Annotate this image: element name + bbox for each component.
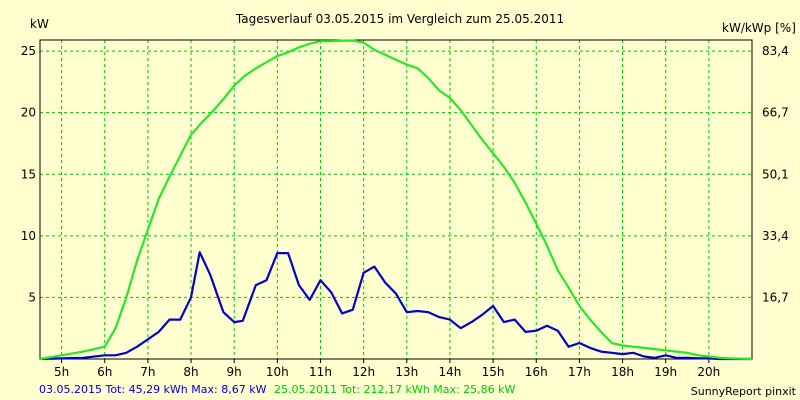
x-tick-label: 11h — [309, 365, 332, 379]
footer-legend: 03.05.2015 Tot: 45,29 kWh Max: 8,67 kW 2… — [39, 383, 516, 396]
x-tick-label: 19h — [654, 365, 677, 379]
chart-title: Tagesverlauf 03.05.2015 im Vergleich zum… — [235, 12, 564, 26]
y-tick-label: 20 — [21, 106, 36, 120]
x-tick-label: 10h — [266, 365, 289, 379]
x-tick-label: 15h — [482, 365, 505, 379]
x-tick-label: 20h — [697, 365, 720, 379]
credit-text: SunnyReport pinxit — [691, 385, 797, 398]
grid-lines — [40, 40, 752, 359]
x-tick-label: 18h — [611, 365, 634, 379]
x-tick-label: 13h — [395, 365, 418, 379]
x-tick-label: 12h — [352, 365, 375, 379]
plot-frame — [39, 39, 753, 363]
tick-labels: 5h 6h 7h 8h 9h 10h 11h 12h 13h 14h 15h 16h 17h 18h 19h… — [21, 44, 789, 379]
y2-tick-label: 16,7 — [762, 290, 789, 304]
series-line-2015 — [39, 251, 752, 361]
y2-tick-label: 83,4 — [762, 44, 789, 58]
series-lines — [39, 39, 753, 361]
y2-tick-label: 50,1 — [762, 167, 789, 181]
x-tick-label: 14h — [439, 365, 462, 379]
x-tick-label: 6h — [97, 365, 112, 379]
y-axis-left-label: kW — [30, 17, 49, 31]
x-tick-label: 5h — [54, 365, 69, 379]
x-tick-label: 16h — [525, 365, 548, 379]
series-line-2011 — [39, 39, 753, 361]
x-tick-label: 7h — [140, 365, 155, 379]
legend-green-series: 25.05.2011 Tot: 212,17 kWh Max: 25,86 kW — [274, 383, 516, 396]
legend-blue-series: 03.05.2015 Tot: 45,29 kWh Max: 8,67 kW — [39, 383, 267, 396]
y-tick-label: 5 — [28, 290, 36, 304]
x-tick-label: 9h — [227, 365, 242, 379]
x-tick-label: 17h — [568, 365, 591, 379]
y-tick-label: 15 — [21, 167, 36, 181]
y-tick-label: 10 — [21, 229, 36, 243]
x-tick-label: 8h — [183, 365, 198, 379]
y2-tick-label: 33,4 — [762, 229, 789, 243]
y-axis-right-label: kW/kWp [%] — [722, 21, 796, 35]
plot-border — [39, 39, 753, 360]
y2-tick-label: 66,7 — [762, 106, 789, 120]
y-tick-label: 25 — [21, 44, 36, 58]
